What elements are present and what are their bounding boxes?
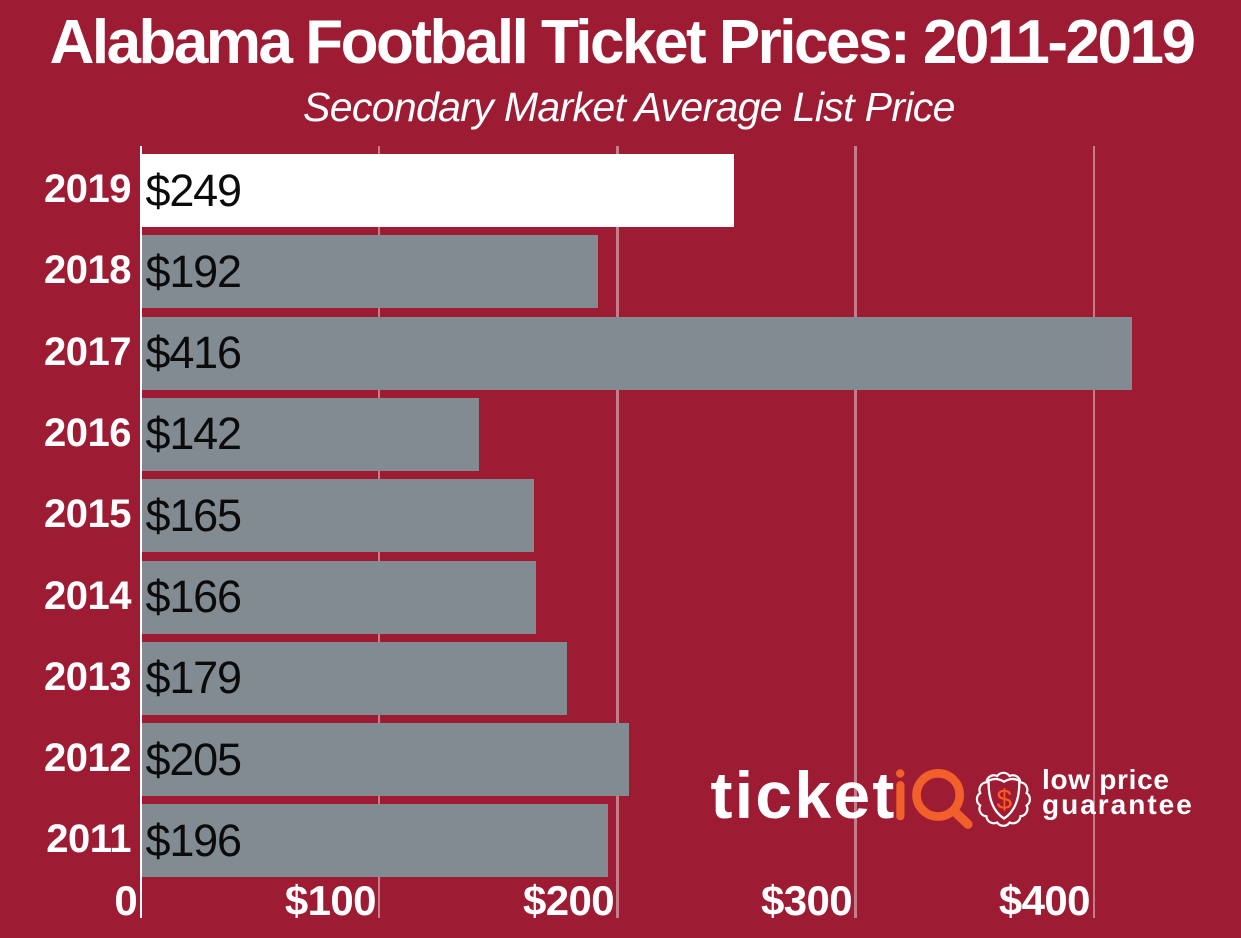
svg-text:$: $ xyxy=(996,784,1012,815)
